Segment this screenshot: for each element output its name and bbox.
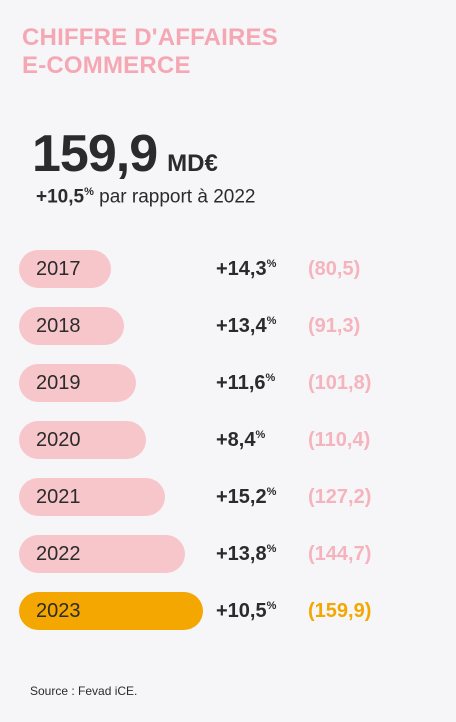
source-note: Source : Fevad iCE. [30, 684, 138, 698]
year-label-2023: 2023 [36, 600, 81, 622]
growth-value-2019: +11,6 [216, 372, 266, 394]
bar-2021 [19, 478, 166, 516]
growth-value-2018: +13,4 [216, 315, 267, 337]
growth-symbol-2021: % [266, 486, 277, 498]
growth-label-2020: +8,4% [216, 421, 265, 459]
growth-value-2017: +14,3 [216, 258, 267, 280]
growth-text: par rapport à 2022 [93, 186, 256, 208]
title-line-1: CHIFFRE D'AFFAIRES [22, 24, 278, 51]
value-label-2023: (159,9) [308, 600, 372, 622]
growth-value-2022: +13,8 [216, 543, 267, 565]
growth-symbol-2018: % [266, 315, 277, 327]
year-label-2022: 2022 [36, 543, 81, 565]
growth-label-2019: +11,6% [216, 364, 275, 402]
growth-symbol-2022: % [266, 543, 277, 555]
growth-symbol-2020: % [255, 429, 266, 441]
value-label-2019: (101,8) [308, 372, 372, 394]
title-line-2: E-COMMERCE [22, 52, 191, 79]
growth-value-2020: +8,4 [216, 429, 256, 451]
headline-value: 159,9 [32, 125, 158, 183]
bar-2020 [19, 421, 146, 459]
headline-growth: +10,5% par rapport à 2022 [36, 186, 255, 208]
growth-value: +10,5 [36, 186, 85, 208]
value-label-2021: (127,2) [308, 486, 372, 508]
growth-label-2017: +14,3% [216, 250, 276, 288]
value-label-2018: (91,3) [308, 315, 361, 337]
bar-2018 [19, 307, 124, 345]
headline: 159,9 MD€ [32, 124, 218, 184]
growth-symbol-2017: % [266, 258, 277, 270]
year-label-2018: 2018 [36, 315, 81, 337]
growth-value-2023: +10,5 [216, 600, 267, 622]
growth-symbol-2019: % [265, 372, 276, 384]
growth-label-2023: +10,5% [216, 592, 276, 630]
growth-value-2021: +15,2 [216, 486, 267, 508]
growth-symbol-2023: % [266, 600, 277, 612]
year-label-2019: 2019 [36, 372, 81, 394]
value-label-2022: (144,7) [308, 543, 372, 565]
year-label-2020: 2020 [36, 429, 81, 451]
bar-2017 [19, 250, 111, 288]
value-label-2020: (110,4) [308, 429, 371, 451]
year-label-2017: 2017 [36, 258, 81, 280]
growth-label-2022: +13,8% [216, 535, 276, 573]
value-label-2017: (80,5) [308, 258, 361, 280]
headline-unit: MD€ [167, 150, 218, 177]
bar-2023 [19, 592, 203, 630]
growth-symbol: % [84, 186, 94, 198]
growth-label-2018: +13,4% [216, 307, 276, 345]
chart-title: CHIFFRE D'AFFAIRES E-COMMERCE [22, 24, 278, 80]
bar-2019 [19, 364, 136, 402]
growth-label-2021: +15,2% [216, 478, 276, 516]
bar-2022 [19, 535, 186, 573]
year-label-2021: 2021 [36, 486, 81, 508]
